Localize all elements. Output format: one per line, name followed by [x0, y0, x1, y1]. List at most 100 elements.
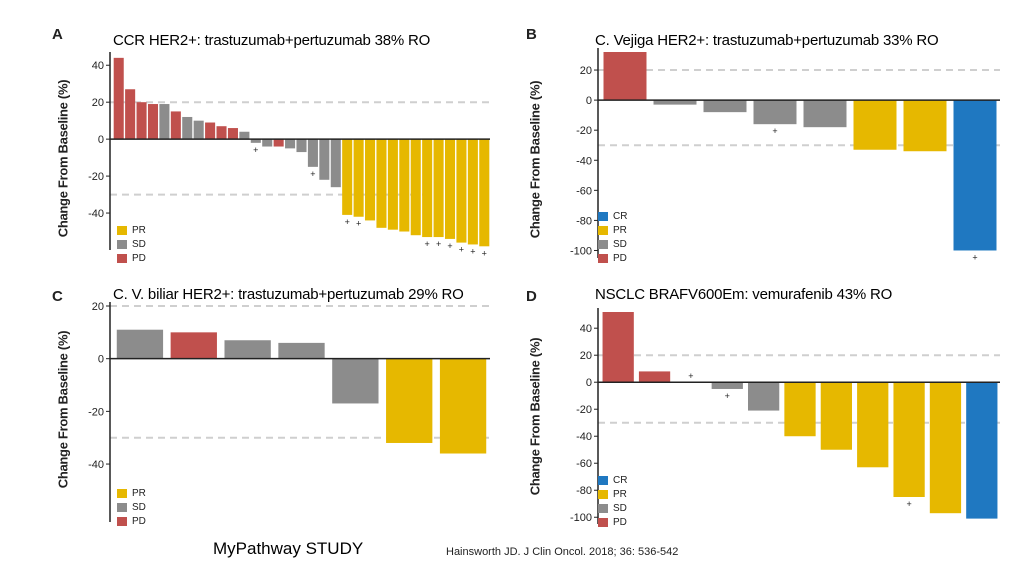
legend-item: SD: [598, 501, 627, 515]
bar-sd: [116, 329, 164, 359]
bar-pd: [205, 122, 216, 140]
legend-swatch: [117, 516, 127, 526]
legend-swatch: [117, 239, 127, 249]
bar-pd: [273, 139, 284, 147]
bar-chart: + +20 0 -20 -40 -60 -80 -100: [570, 48, 1000, 262]
bar-pr: [820, 382, 852, 450]
censor-marker: +: [772, 126, 777, 136]
legend: CR PR SD PD: [598, 209, 627, 265]
censor-marker: +: [725, 391, 730, 401]
legend-item: CR: [598, 209, 627, 223]
bar-pd: [125, 89, 136, 140]
y-tick-label: -20: [88, 171, 104, 183]
bar-pr: [853, 100, 897, 150]
y-tick-label: -60: [576, 185, 592, 197]
bar-pd: [638, 371, 671, 383]
y-tick-label: 20: [580, 65, 592, 77]
legend-label: PD: [132, 252, 146, 264]
legend-swatch: [117, 253, 127, 263]
bar-pr: [353, 139, 364, 217]
bar-sd: [748, 382, 780, 411]
bar-pr: [893, 382, 925, 497]
legend-label: PR: [132, 487, 146, 499]
legend-label: PR: [613, 488, 627, 500]
censor-marker: +: [972, 252, 977, 262]
bar-sd: [319, 139, 330, 180]
chart-title: CCR HER2+: trastuzumab+pertuzumab 38% RO: [113, 32, 431, 49]
chart-title: C. V. biliar HER2+: trastuzumab+pertuzum…: [113, 286, 464, 303]
legend-label: SD: [613, 502, 627, 514]
legend: PR SD PD: [117, 223, 146, 265]
y-tick-label: -40: [576, 431, 592, 443]
bar-pr: [376, 139, 387, 228]
bar-sd: [307, 139, 318, 167]
censor-marker: +: [470, 246, 475, 256]
legend-swatch: [598, 489, 608, 499]
legend-swatch: [598, 239, 608, 249]
legend-item: PD: [117, 251, 146, 265]
censor-marker: +: [310, 169, 315, 179]
legend-item: PD: [598, 251, 627, 265]
legend-swatch: [598, 225, 608, 235]
bar-sd: [332, 358, 379, 404]
y-tick-label: 0: [586, 95, 592, 107]
bar-sd: [262, 139, 273, 147]
panel-a: A CCR HER2+: trastuzumab+pertuzumab 38% …: [0, 0, 512, 280]
legend: CR PR SD PD: [598, 473, 627, 529]
censor-marker: +: [688, 371, 693, 381]
legend-item: PD: [598, 515, 627, 529]
bar-sd: [803, 100, 847, 128]
bar-pr: [386, 358, 433, 443]
bar-chart: 20 0 -20 -40: [88, 301, 490, 522]
bar-pr: [456, 139, 467, 243]
legend-label: PR: [132, 224, 146, 236]
censor-marker: +: [906, 499, 911, 509]
bar-sd: [753, 100, 797, 125]
bar-cr: [966, 382, 998, 519]
y-tick-label: -20: [576, 125, 592, 137]
bar-sd: [703, 100, 747, 113]
chart-title: NSCLC BRAFV600Em: vemurafenib 43% RO: [595, 286, 893, 303]
bar-sd: [285, 139, 296, 149]
legend-swatch: [598, 253, 608, 263]
censor-marker: +: [356, 219, 361, 229]
bar-pr: [929, 382, 962, 514]
censor-marker: +: [482, 248, 487, 258]
legend-label: SD: [613, 238, 627, 250]
bar-pr: [467, 139, 478, 245]
legend-item: PR: [117, 486, 146, 500]
y-tick-label: 20: [580, 350, 592, 362]
y-tick-label: -20: [88, 406, 104, 418]
y-tick-label: -60: [576, 458, 592, 470]
y-tick-label: -40: [88, 208, 104, 220]
y-tick-label: -80: [576, 485, 592, 497]
legend-swatch: [598, 475, 608, 485]
y-tick-label: 0: [586, 377, 592, 389]
bar-pr: [439, 358, 487, 454]
panel-label: C: [52, 288, 63, 305]
bar-chart: + + + + + + + + + +40 20 0 -20 -40: [88, 52, 490, 258]
bar-pd: [147, 104, 159, 140]
bar-pd: [216, 126, 227, 140]
censor-marker: +: [425, 239, 430, 249]
bar-pr: [433, 139, 444, 238]
bar-pd: [227, 128, 238, 140]
legend-item: PR: [598, 223, 627, 237]
y-tick-label: 20: [92, 97, 104, 109]
y-tick-label: -40: [88, 459, 104, 471]
bar-sd: [159, 104, 170, 140]
y-tick-label: -20: [576, 404, 592, 416]
bar-pr: [399, 139, 410, 232]
bar-sd: [182, 116, 193, 140]
legend-swatch: [598, 211, 608, 221]
bar-pr: [444, 139, 456, 239]
panel-label: D: [526, 288, 537, 305]
bar-sd: [239, 131, 250, 140]
censor-marker: +: [436, 239, 441, 249]
bar-sd: [278, 342, 325, 359]
bar-pd: [113, 57, 124, 140]
legend-item: SD: [117, 500, 146, 514]
bar-pd: [603, 52, 647, 101]
bar-pr: [857, 382, 889, 468]
y-tick-label: 0: [98, 354, 104, 366]
